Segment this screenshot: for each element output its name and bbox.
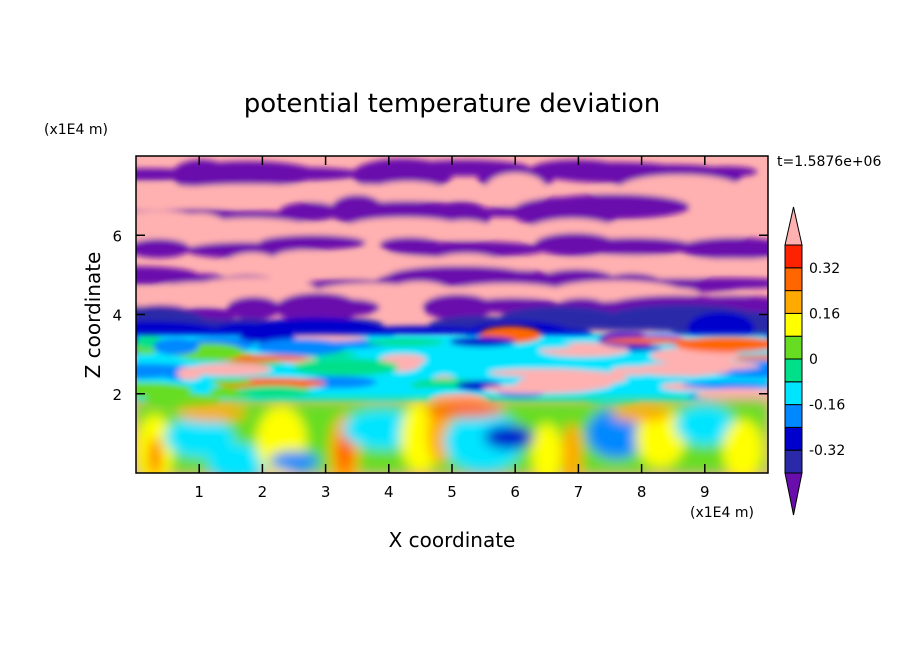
x-axis: 1 2 3 4 5 6 7 8 9 (194, 156, 710, 501)
colorbar-extend-low (784, 472, 803, 516)
x-tick-label: 9 (700, 483, 710, 501)
y-tick-label: 6 (112, 227, 122, 245)
y-tick-label: 4 (112, 307, 122, 325)
contour-region (652, 258, 768, 269)
colorbar-swatch (784, 426, 803, 451)
colorbar-swatch (784, 381, 803, 406)
contour-region (452, 283, 562, 299)
x-tick-label: 6 (510, 483, 520, 501)
contour-region (379, 354, 427, 366)
colorbar-swatch (784, 449, 803, 474)
contour-region (349, 217, 460, 235)
x-tick-label: 3 (321, 483, 331, 501)
contour-region (292, 358, 399, 376)
colorbar-swatch (784, 267, 803, 292)
contour-region (635, 407, 686, 468)
contour-region (153, 337, 199, 356)
contour-region (696, 166, 758, 178)
chart-title: potential temperature deviation (244, 89, 660, 119)
contour-region (437, 220, 493, 239)
contour-region (722, 419, 763, 473)
contour-region (485, 172, 547, 206)
x-tick-label: 1 (194, 483, 204, 501)
contour-region (148, 437, 161, 473)
contour-region (279, 202, 340, 222)
colorbar-extend-high (784, 206, 803, 246)
colorbar-swatch (784, 312, 803, 337)
contour-region (255, 338, 347, 356)
contour-region (314, 298, 380, 317)
contour-region (269, 451, 319, 472)
y-axis: 2 4 6 (112, 227, 768, 404)
contour-region (687, 217, 745, 245)
x-tick-label: 5 (447, 483, 457, 501)
colorbar: 0.32 0.16 0 -0.16 -0.32 (784, 206, 845, 516)
colorbar-tick-label: -0.32 (809, 443, 845, 459)
colorbar-tick-label: -0.16 (809, 398, 845, 414)
contour-region (176, 405, 247, 422)
contour-region (238, 328, 296, 344)
contour-region (674, 405, 735, 446)
contour-region (235, 385, 312, 399)
colorbar-swatch (784, 290, 803, 314)
contour-region (207, 443, 268, 473)
contour-region (365, 338, 445, 347)
y-unit-label: (x1E4 m) (44, 122, 108, 138)
contour-region (136, 238, 190, 259)
contour-region (226, 296, 281, 320)
contour-region (658, 277, 768, 289)
contour-region (391, 387, 470, 395)
contour-region (611, 405, 672, 422)
contour-region (449, 336, 516, 347)
time-label: t=1.5876e+06 (777, 154, 881, 170)
colorbar-swatch (784, 244, 803, 269)
colorbar-swatch (784, 335, 803, 360)
contour-region (164, 417, 235, 458)
contour-region (179, 184, 315, 197)
contour-region (536, 194, 690, 220)
contour-region (632, 287, 698, 298)
x-tick-label: 7 (574, 483, 584, 501)
contour-region (424, 401, 505, 418)
contour-region (516, 375, 614, 392)
contour-region (531, 423, 562, 473)
contour-region (210, 378, 253, 385)
contour-region (176, 366, 202, 380)
x-tick-label: 4 (384, 483, 394, 501)
colorbar-tick-label: 0.32 (809, 261, 840, 277)
contour-region (356, 326, 484, 336)
contour-region (602, 337, 699, 345)
contour-region (422, 294, 494, 320)
contour-region (339, 433, 350, 473)
x-tick-label: 2 (258, 483, 268, 501)
contour-region (188, 363, 272, 376)
contour-region (136, 382, 193, 398)
contour-region (386, 241, 548, 258)
x-axis-label: X coordinate (389, 528, 516, 552)
x-tick-label: 8 (637, 483, 647, 501)
contour-region (692, 187, 748, 199)
colorbar-swatch (784, 358, 803, 383)
y-tick-label: 2 (112, 386, 122, 404)
x-unit-label: (x1E4 m) (690, 505, 754, 521)
contour-region (259, 235, 366, 251)
contour-region (236, 167, 364, 181)
colorbar-swatch (784, 404, 803, 428)
contour-region (660, 361, 761, 371)
contour-region (695, 388, 768, 403)
contour-region (562, 423, 583, 473)
colorbar-tick-label: 0.16 (809, 306, 840, 322)
contour-region (681, 381, 768, 389)
colorbar-tick-label: 0 (809, 352, 818, 368)
contour-region (574, 237, 695, 256)
y-axis-label: Z coordinate (81, 252, 105, 379)
contour-field (136, 156, 768, 473)
contour-region (678, 237, 768, 260)
contour-region (483, 425, 534, 450)
